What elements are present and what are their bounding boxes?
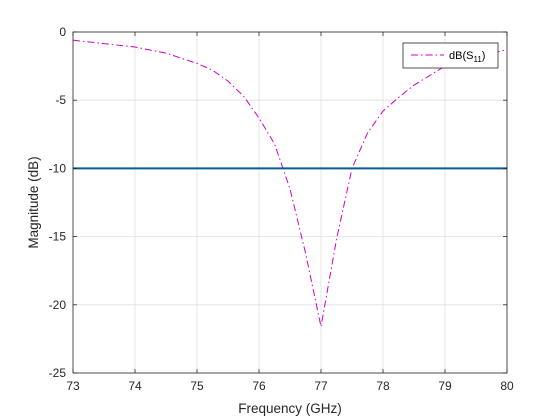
y-tick-label: -15 xyxy=(49,230,67,244)
x-tick-label: 75 xyxy=(190,379,204,393)
legend-entry-base: dB(S xyxy=(449,50,473,62)
y-tick-label: -20 xyxy=(49,298,67,312)
series-line-s11 xyxy=(72,39,508,327)
x-tick-label: 73 xyxy=(66,379,80,393)
y-axis-label: Magnitude (dB) xyxy=(26,156,41,248)
y-tick-label: 0 xyxy=(59,25,66,39)
y-tick-label: -25 xyxy=(49,366,67,380)
plot-area xyxy=(73,32,507,373)
legend-entry-s11: dB(S11) xyxy=(449,50,485,64)
x-tick-label: 77 xyxy=(314,379,328,393)
series-layer xyxy=(72,39,508,327)
x-tick-label: 76 xyxy=(252,379,266,393)
x-tick-label: 78 xyxy=(376,379,390,393)
legend: dB(S11) xyxy=(402,42,499,69)
tick-labels: 73 74 75 76 77 78 79 80 0 -5 -10 -15 -20 -25 xyxy=(49,25,514,393)
y-tick-label: -5 xyxy=(55,93,66,107)
legend-box xyxy=(402,42,499,69)
legend-entry-tail: ) xyxy=(482,50,486,62)
axes xyxy=(72,31,508,374)
x-tick-label: 74 xyxy=(128,379,142,393)
legend-entry-subscript: 11 xyxy=(473,55,482,64)
x-tick-label: 80 xyxy=(500,379,514,393)
x-tick-label: 79 xyxy=(438,379,452,393)
x-axis-label: Frequency (GHz) xyxy=(238,401,342,416)
axes-box xyxy=(72,31,508,374)
y-tick-label: -10 xyxy=(49,161,67,175)
